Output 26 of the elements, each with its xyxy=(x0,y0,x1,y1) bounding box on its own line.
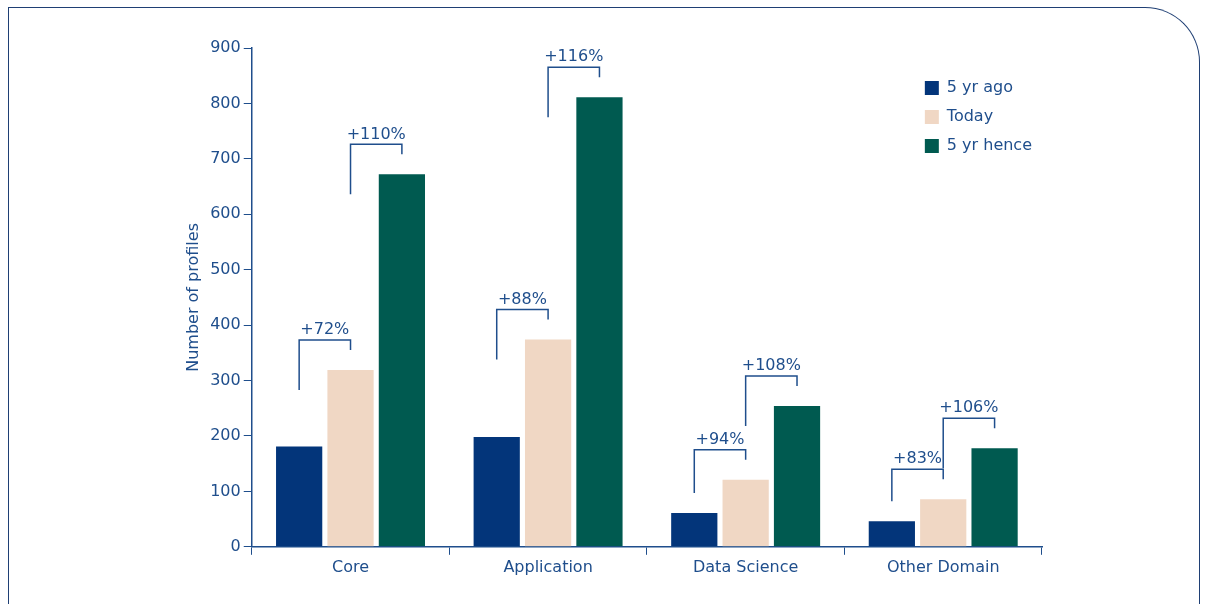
annotation: +94% xyxy=(695,428,745,448)
y-tick-label: 100 xyxy=(210,480,241,500)
y-tick-label: 0 xyxy=(230,535,241,555)
x-tick-label: Data Science xyxy=(693,556,799,576)
y-tick-label: 900 xyxy=(210,37,241,57)
y-tick-label: 800 xyxy=(210,92,241,112)
y-tick-label: 600 xyxy=(210,203,241,223)
y-tick-label: 700 xyxy=(210,148,241,167)
x-tick-label: Core xyxy=(332,556,370,576)
annotation: +108% xyxy=(741,355,801,375)
legend-label: 5 yr ago xyxy=(946,77,1013,97)
y-axis-title: Number of profiles xyxy=(182,223,202,372)
y-tick-label: 300 xyxy=(210,369,241,389)
legend-label: 5 yr hence xyxy=(946,135,1033,155)
x-tick-label: Other Domain xyxy=(886,556,1000,576)
y-tick-label: 400 xyxy=(210,314,241,334)
annotation: +72% xyxy=(300,319,350,339)
x-tick-label: Application xyxy=(503,556,593,576)
annotation: +88% xyxy=(497,288,547,308)
annotation: +116% xyxy=(544,46,604,66)
y-tick-label: 500 xyxy=(210,258,241,278)
y-tick-label: 200 xyxy=(210,425,241,445)
legend-label: Today xyxy=(945,106,994,126)
annotation: +83% xyxy=(893,448,943,468)
annotation: +106% xyxy=(939,397,999,417)
annotation: +110% xyxy=(346,123,406,143)
